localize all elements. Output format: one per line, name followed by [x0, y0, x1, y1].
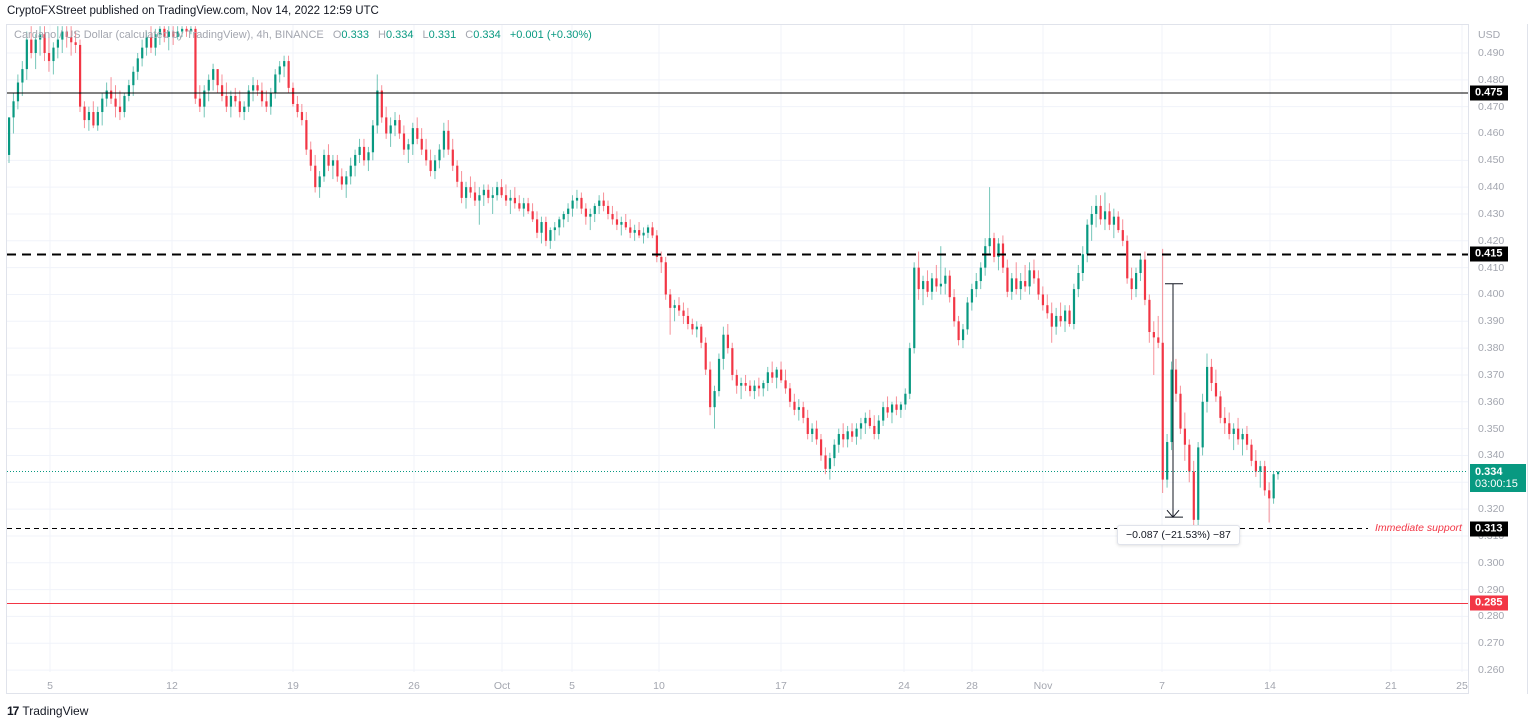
- price-tick: 0.260: [1478, 664, 1505, 677]
- brand-name: TradingView: [22, 704, 89, 718]
- price-tick: 0.380: [1478, 342, 1505, 355]
- price-tick: 0.470: [1478, 100, 1505, 113]
- price-tick: 0.390: [1478, 315, 1505, 328]
- time-tick: 25: [1456, 680, 1468, 692]
- time-tick: 26: [408, 680, 420, 692]
- open-value: 0.333: [341, 29, 369, 41]
- symbol-legend: Cardano / US Dollar (calculated by Tradi…: [14, 29, 592, 41]
- tradingview-footer: 17 TradingView: [7, 704, 88, 718]
- time-tick: 28: [966, 680, 978, 692]
- time-tick: Nov: [1033, 680, 1053, 692]
- price-tick: 0.360: [1478, 395, 1505, 408]
- price-tick: 0.290: [1478, 583, 1505, 596]
- price-tick: 0.300: [1478, 556, 1505, 569]
- time-tick: 14: [1264, 680, 1276, 692]
- level-label-0313: 0.313: [1470, 521, 1508, 537]
- price-tick: 0.400: [1478, 288, 1505, 301]
- time-tick: 5: [569, 680, 575, 692]
- price-tick: 0.340: [1478, 449, 1505, 462]
- symbol-title: Cardano / US Dollar (calculated by Tradi…: [14, 29, 324, 41]
- currency-label: USD: [1478, 29, 1501, 41]
- time-tick: 7: [1159, 680, 1165, 692]
- price-tick: 0.280: [1478, 610, 1505, 623]
- price-tick: 0.320: [1478, 503, 1505, 516]
- current-price: 0.334: [1475, 466, 1503, 478]
- chart-frame[interactable]: [6, 24, 1468, 694]
- current-price-label: 0.334 03:00:15: [1470, 464, 1526, 492]
- price-tick: 0.450: [1478, 154, 1505, 167]
- level-label-0285: 0.285: [1470, 595, 1508, 611]
- tradingview-logo-icon: 17: [7, 704, 19, 718]
- price-tick: 0.460: [1478, 127, 1505, 140]
- time-tick: 17: [775, 680, 787, 692]
- price-tick: 0.410: [1478, 261, 1505, 274]
- close-value: 0.334: [473, 29, 501, 41]
- time-tick: 21: [1385, 680, 1397, 692]
- price-tick: 0.350: [1478, 422, 1505, 435]
- time-tick: 12: [166, 680, 178, 692]
- change-value: +0.001 (+0.30%): [509, 29, 592, 41]
- price-tick: 0.480: [1478, 73, 1505, 86]
- time-tick: Oct: [493, 680, 511, 692]
- immediate-support-annotation: Immediate support: [1375, 522, 1462, 534]
- time-tick: 19: [287, 680, 299, 692]
- publisher-header: CryptoFXStreet published on TradingView.…: [7, 5, 379, 17]
- price-axis[interactable]: [1468, 24, 1528, 694]
- price-tick: 0.270: [1478, 637, 1505, 650]
- high-value: 0.334: [385, 29, 414, 41]
- candle-countdown: 03:00:15: [1475, 478, 1518, 490]
- time-tick: 24: [898, 680, 910, 692]
- price-tick: 0.440: [1478, 181, 1505, 194]
- measure-tooltip: −0.087 (−21.53%) −87: [1117, 525, 1240, 545]
- price-tick: 0.370: [1478, 368, 1505, 381]
- level-label-0415: 0.415: [1470, 246, 1508, 262]
- price-tick: 0.490: [1478, 47, 1505, 59]
- price-tick: 0.430: [1478, 207, 1505, 220]
- low-value: 0.331: [428, 29, 457, 41]
- price-tick: 0.420: [1478, 234, 1505, 247]
- level-label-0475: 0.475: [1470, 85, 1508, 101]
- time-tick: 5: [47, 680, 53, 692]
- time-tick: 10: [653, 680, 665, 692]
